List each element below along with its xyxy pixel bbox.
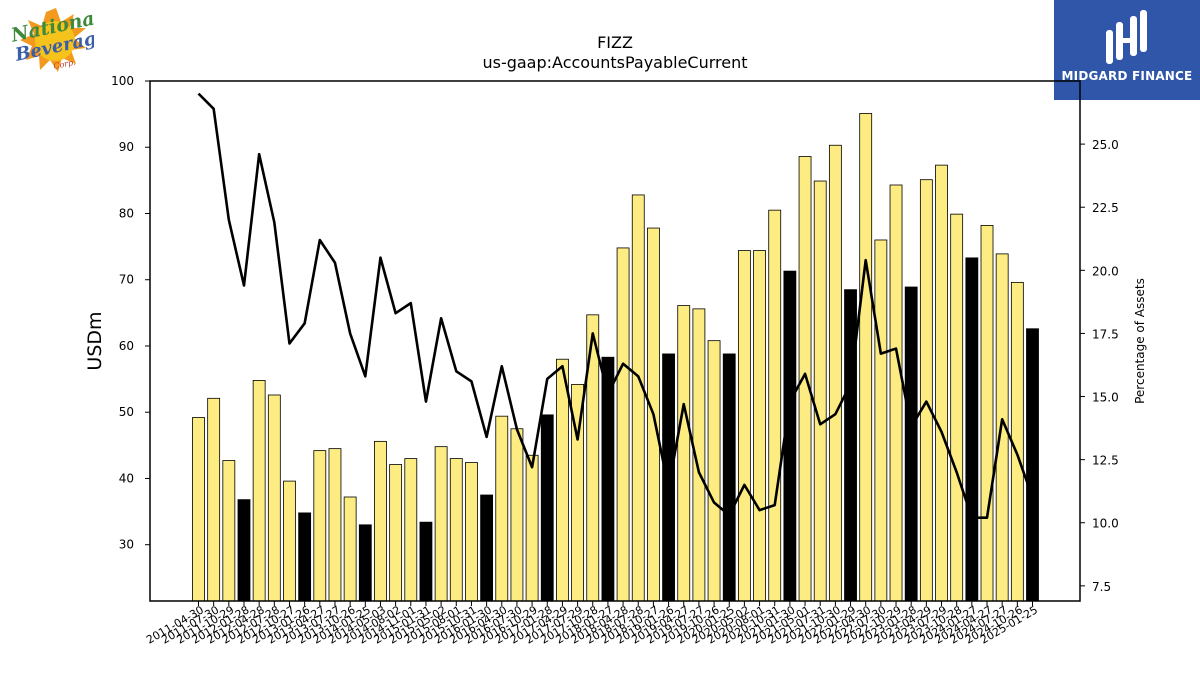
midgard-finance-logo: MIDGARD FINANCE	[1054, 0, 1200, 100]
bar	[419, 521, 433, 602]
bar	[798, 156, 812, 602]
bar	[449, 458, 463, 602]
bar	[404, 458, 418, 602]
bar	[919, 179, 933, 602]
right-axis: 7.5 10.0 12.5 15.0 17.5 20.0 22.5 25.0	[1080, 138, 1119, 594]
bar	[935, 164, 948, 602]
x-axis: 2011-04-302011-07-302011-10-292012-01-28…	[144, 601, 1040, 647]
bar	[222, 460, 236, 602]
left-axis: 30 40 50 60 70 80 90 100	[111, 74, 150, 552]
y-tick-label: 60	[119, 339, 134, 353]
bar	[859, 113, 873, 602]
bar	[753, 250, 766, 602]
bar	[267, 394, 281, 602]
bar	[465, 462, 478, 602]
bar	[980, 225, 994, 602]
bar	[358, 524, 372, 602]
y2-tick-label: 25.0	[1092, 138, 1119, 152]
bar	[707, 340, 721, 602]
y2-tick-label: 17.5	[1092, 327, 1119, 341]
line-series	[197, 92, 1034, 520]
bar	[525, 454, 539, 602]
bar	[510, 428, 524, 602]
bar	[192, 417, 205, 602]
plot-frame	[149, 80, 1081, 602]
bar	[237, 499, 251, 602]
bar	[540, 414, 554, 602]
bar	[283, 480, 296, 602]
bar-series	[192, 113, 1039, 602]
bar	[677, 305, 691, 602]
bar	[616, 247, 630, 602]
y-axis-label: USDm	[84, 311, 106, 370]
y2-tick-label: 7.5	[1092, 580, 1111, 594]
y2-tick-label: 20.0	[1092, 264, 1119, 278]
national-beverage-logo: National Beverage Corp.	[4, 4, 109, 80]
midgard-finance-text: MIDGARD FINANCE	[1061, 69, 1193, 83]
bar	[844, 289, 857, 602]
bar	[874, 239, 888, 602]
chart-subtitle: us-gaap:AccountsPayableCurrent	[482, 53, 747, 72]
bar	[434, 446, 448, 602]
bar	[207, 397, 221, 602]
y-tick-label: 70	[119, 273, 134, 287]
y-tick-label: 30	[119, 538, 134, 552]
bar	[722, 353, 736, 602]
bar	[1026, 328, 1039, 602]
bar	[252, 380, 266, 602]
bar	[737, 250, 751, 602]
bar	[313, 450, 327, 602]
bar	[374, 440, 387, 602]
bar	[343, 496, 357, 602]
bar	[768, 209, 782, 602]
midgard-emblem-icon	[1106, 10, 1147, 64]
bar	[965, 257, 979, 602]
bar	[813, 180, 827, 602]
chart-title: FIZZ	[597, 33, 633, 52]
y2-tick-label: 22.5	[1092, 201, 1119, 215]
bar	[495, 415, 509, 602]
bar	[904, 286, 918, 602]
bar	[889, 184, 903, 602]
y-tick-label: 90	[119, 140, 134, 154]
bar	[328, 448, 342, 602]
y2-tick-label: 12.5	[1092, 454, 1119, 468]
bar	[631, 194, 645, 602]
y-tick-label: 80	[119, 206, 134, 220]
y2-tick-label: 15.0	[1092, 391, 1119, 405]
bar	[480, 494, 494, 602]
y-tick-label: 50	[119, 405, 134, 419]
y2-tick-label: 10.0	[1092, 517, 1119, 531]
bar	[828, 144, 842, 602]
percentage-line	[197, 92, 1034, 520]
bar	[662, 353, 675, 602]
bar	[389, 464, 403, 602]
y-tick-label: 100	[111, 74, 134, 88]
y2-axis-label: Percentage of Assets	[1133, 278, 1147, 404]
bar	[556, 358, 569, 602]
bar	[298, 512, 312, 602]
bar	[950, 213, 964, 602]
y-tick-label: 40	[119, 471, 134, 485]
